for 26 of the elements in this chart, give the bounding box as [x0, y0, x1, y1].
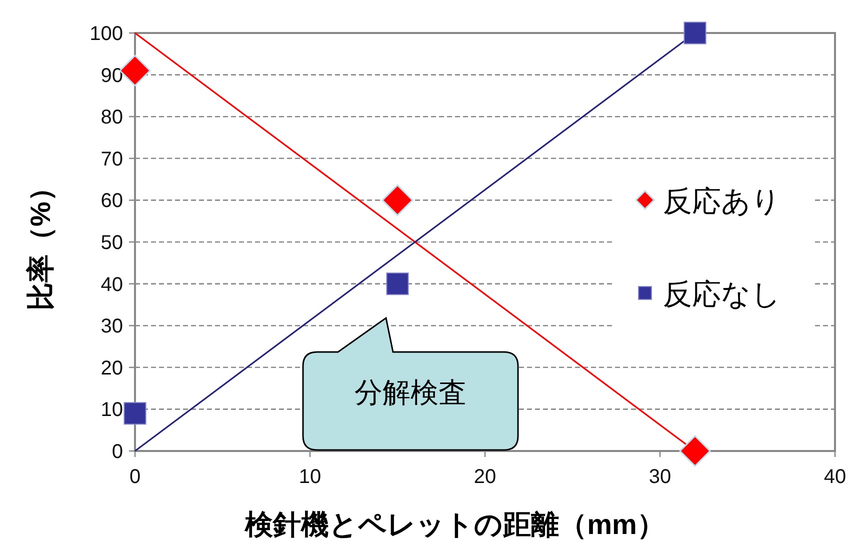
y-tick-label: 90 — [100, 64, 123, 87]
y-tick-label: 60 — [100, 190, 123, 212]
annotation: 分解検査 — [354, 377, 466, 408]
y-tick-label: 40 — [100, 274, 123, 296]
x-tick-label: 30 — [648, 466, 672, 488]
y-tick-label: 10 — [100, 399, 123, 422]
point — [382, 184, 414, 216]
x-tick-label: 0 — [129, 466, 141, 488]
y-tick-label: 0 — [112, 441, 123, 463]
x-tick-label: 10 — [298, 466, 322, 488]
x-tick-label: 40 — [824, 466, 846, 488]
y-tick-label: 80 — [100, 106, 123, 129]
y-tick-label: 50 — [100, 232, 123, 254]
point — [679, 435, 711, 467]
point — [124, 402, 146, 425]
x-tick-label: 20 — [474, 466, 496, 488]
point — [386, 272, 409, 296]
y-axis-title: 比率（%） — [25, 174, 56, 310]
y-tick-label: 70 — [100, 148, 123, 170]
legend-label: 反応なし — [663, 279, 781, 311]
point — [684, 22, 706, 44]
legend-label: 反応あり — [663, 186, 781, 218]
y-tick-label: 20 — [100, 357, 123, 380]
x-axis-title: 検針機とペレットの距離（mm） — [244, 509, 665, 540]
y-tick-label: 30 — [100, 316, 123, 338]
y-tick-label: 100 — [90, 23, 123, 45]
